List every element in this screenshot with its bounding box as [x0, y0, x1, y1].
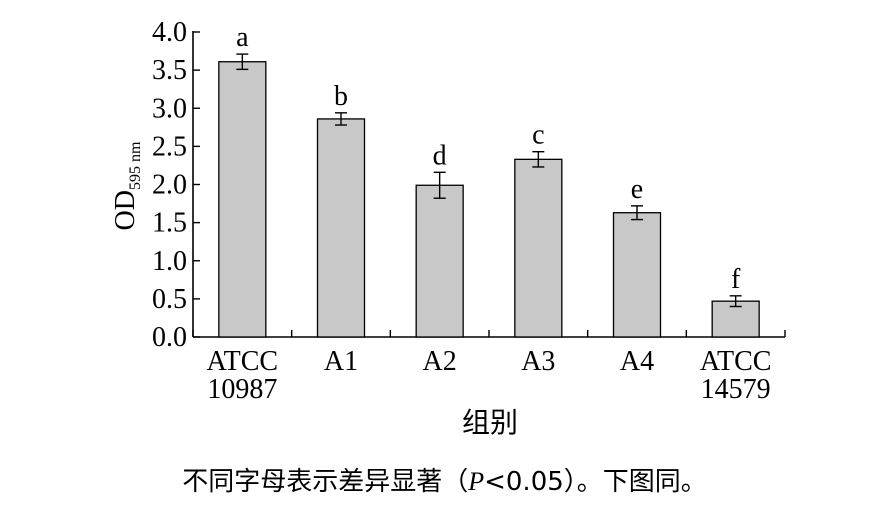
x-category-label: A3 — [521, 346, 555, 377]
caption-p-value-symbol: P — [468, 467, 485, 496]
x-category-label: A2 — [423, 346, 457, 377]
x-category-label: A1 — [324, 346, 358, 377]
significance-letter: b — [334, 81, 348, 112]
bar — [415, 184, 464, 338]
bar — [218, 61, 267, 338]
y-tick-label: 0.5 — [152, 284, 187, 315]
significance-letter: c — [532, 120, 544, 151]
significance-letter: e — [631, 174, 643, 205]
y-axis-title-main: OD — [110, 190, 141, 230]
x-category-label: ATCC — [207, 346, 279, 377]
y-tick-label: 0.0 — [152, 322, 187, 353]
y-tick-label: 3.5 — [152, 55, 187, 86]
y-tick-label: 3.0 — [152, 93, 187, 124]
y-tick-label: 4.0 — [152, 17, 187, 48]
y-axis-title-subscript: 595 nm — [127, 141, 144, 190]
x-category-label: A4 — [620, 346, 654, 377]
x-category-label: 14579 — [701, 374, 771, 405]
y-axis-title: OD595 nm — [110, 141, 144, 230]
x-category-label: ATCC — [700, 346, 772, 377]
figure-caption: 不同字母表示差异显著（P<0.05）。下图同。 — [0, 462, 889, 502]
y-tick-label: 1.0 — [152, 246, 187, 277]
bars: a b d c e f — [218, 22, 760, 338]
significance-letter: d — [433, 140, 447, 171]
y-tick-label: 2.5 — [152, 131, 187, 162]
bar — [514, 158, 563, 338]
significance-letter: a — [236, 22, 249, 53]
bar — [316, 118, 366, 338]
caption-text-before: 不同字母表示差异显著（ — [182, 467, 469, 497]
y-tick-label: 1.5 — [152, 208, 187, 239]
caption-text-after: <0.05）。下图同。 — [484, 467, 707, 497]
bar — [612, 212, 662, 338]
x-category-label: 10987 — [207, 374, 277, 405]
bar — [711, 300, 760, 338]
x-axis-title: 组别 — [462, 407, 518, 439]
significance-letter: f — [731, 264, 741, 295]
y-tick-label: 2.0 — [152, 170, 187, 201]
y-axis: 0.0 0.5 1.0 1.5 2.0 2.5 3.0 3.5 4.0 — [152, 17, 200, 353]
